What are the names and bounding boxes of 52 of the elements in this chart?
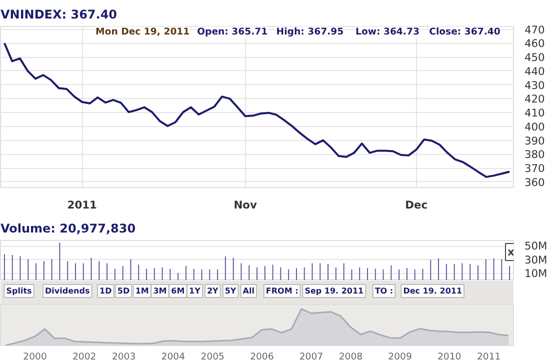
text: All — [242, 286, 255, 296]
y-tick-label: 450 — [524, 51, 546, 64]
annotation: Mon Dec 19, 2011 — [96, 26, 190, 38]
y-tick-label: 470 — [524, 23, 546, 36]
annotation: Open: 365.71 — [197, 26, 268, 38]
y-tick-label: 390 — [524, 134, 546, 148]
text: 1Y — [189, 286, 201, 296]
text: Sep 19. 2011 — [304, 286, 364, 296]
chart-title: VNINDEX: 367.40 — [0, 8, 118, 22]
chart-title: Volume: 20,977,830 — [0, 222, 136, 236]
text: 5Y — [224, 286, 236, 296]
x-tick-label: 2002 — [72, 352, 96, 362]
y-tick-label: 50M — [524, 240, 548, 253]
x-tick-label: 2000 — [23, 352, 47, 362]
annotation: High: 367.95 — [276, 26, 344, 38]
y-tick-label: 380 — [524, 148, 546, 162]
x-tick-label: 2005 — [200, 352, 225, 362]
x-tick-label: 2006 — [250, 352, 274, 362]
annotation: Low: 364.73 — [356, 26, 420, 38]
x-tick-label: 2011 — [476, 352, 501, 362]
y-tick-label: 420 — [524, 92, 546, 106]
text: Splits — [6, 286, 32, 296]
x-tick-label: Dec — [405, 198, 428, 212]
y-tick-label: 360 — [524, 176, 546, 189]
line-series — [3, 42, 511, 178]
text: 3M — [153, 286, 167, 296]
x-tick-label: Nov — [234, 198, 257, 212]
text: 2Y — [206, 286, 219, 296]
text: 6M — [171, 286, 185, 296]
text: TO : — [374, 286, 394, 296]
y-tick-label: 430 — [524, 78, 546, 92]
x-tick-label: 2004 — [161, 352, 186, 362]
text: FROM : — [266, 286, 298, 296]
y-tick-label: 10M — [524, 267, 548, 280]
x-tick-label: 2010 — [438, 352, 462, 362]
x-tick-label: 2007 — [299, 352, 324, 362]
text: 1M — [135, 286, 149, 296]
y-tick-label: 410 — [524, 106, 546, 120]
y-tick-label: 370 — [524, 162, 546, 176]
x-tick-label: 2003 — [112, 352, 136, 362]
x-tick-label: 2011 — [67, 198, 97, 212]
text: Dec 19. 2011 — [403, 286, 462, 296]
annotation: Close: 367.40 — [429, 26, 501, 38]
text: 1D — [100, 286, 112, 296]
x-tick-label: 2008 — [338, 352, 363, 362]
y-tick-label: 30M — [524, 253, 548, 266]
x-tick-label: 2009 — [388, 352, 412, 362]
y-tick-label: 400 — [524, 120, 546, 134]
y-tick-label: 440 — [524, 64, 546, 78]
text: Dividends — [45, 286, 90, 296]
y-tick-label: 460 — [524, 37, 546, 50]
text: 5D — [117, 286, 130, 296]
